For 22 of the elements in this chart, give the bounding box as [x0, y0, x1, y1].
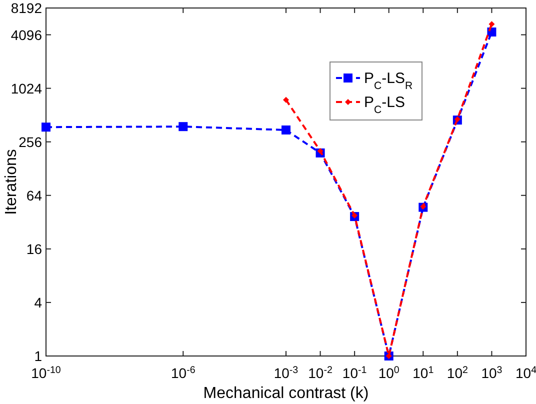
x-tick-label: 10$^{-6}$	[170, 364, 196, 381]
x-tick-label: 10$^{2}$	[446, 364, 468, 381]
y-axis-title: Iterations	[3, 149, 20, 215]
x-tick-label: 10$^{0}$	[378, 364, 400, 381]
legend-label: P$_{C}$-LS	[364, 94, 405, 116]
x-tick-label: 10$^{-10}$	[31, 364, 62, 381]
y-tick-label: 16	[26, 240, 42, 257]
y-tick-label: 8192	[10, 0, 42, 16]
y-tick-label: 1024	[10, 80, 42, 96]
y-tick-label: 4096	[10, 26, 42, 43]
legend-label: P$_{C}$-LS$_{R}$	[364, 70, 413, 92]
y-tick-label: 64	[26, 187, 42, 204]
y-tick-label: 4	[34, 294, 42, 310]
x-tick-label: 10$^{-3}$	[274, 364, 299, 381]
y-tick-label: 256	[18, 134, 42, 150]
x-axis-title: Mechanical contrast (k)	[203, 385, 369, 402]
x-tick-label: 10$^{1}$	[412, 364, 434, 381]
x-tick-label: 10$^{4}$	[515, 364, 536, 381]
x-tick-label: 10$^{-1}$	[342, 364, 367, 381]
x-tick-label: 10$^{3}$	[481, 364, 503, 381]
x-tick-label: 10$^{-2}$	[308, 364, 332, 381]
y-tick-label: 1	[34, 348, 42, 364]
